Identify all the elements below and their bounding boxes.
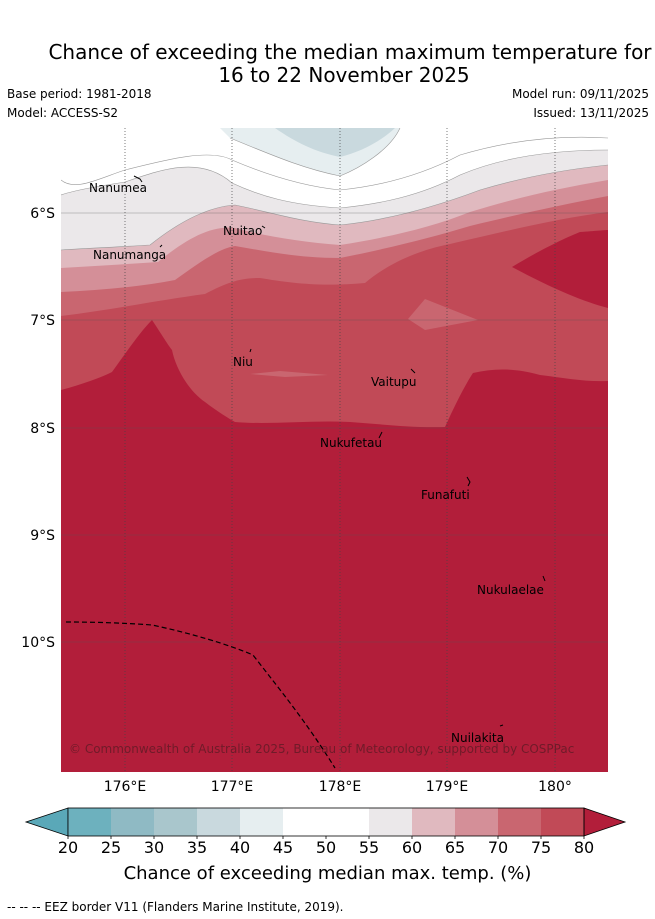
band-80-plus-northeast [512,230,608,308]
colorbar-tick-label: 25 [101,838,121,857]
colorbar-swatch [455,808,498,836]
lat-tick: 6°S [30,206,55,222]
eez-border [65,621,336,769]
colorbar-tick-label: 80 [574,838,594,857]
colorbar-swatch [240,808,283,836]
colorbar-extend-high [583,807,627,837]
longitude-ticks: 176°E 177°E 178°E 179°E 180° [104,779,572,795]
map-title-line1: Chance of exceeding the median maximum t… [48,40,652,64]
band-80-plus [61,320,608,772]
colorbar-swatch [326,808,369,836]
colorbar-extend-low [24,807,69,837]
eez-footnote: -- -- -- EEZ border V11 (Flanders Marine… [7,900,344,914]
patch-70-75-niu [250,371,328,377]
place-label-niu: Niu [233,355,253,369]
colorbar-swatch [369,808,412,836]
place-label-nuilakita: Nuilakita [451,731,504,745]
lat-tick: 7°S [30,313,55,329]
place-label-nanumea: Nanumea [89,181,147,195]
lon-tick: 179°E [426,779,469,795]
issued-date: Issued: 13/11/2025 [533,106,649,120]
colorbar-swatch [68,808,111,836]
colorbar-swatch [541,808,584,836]
colorbar-tick-label: 20 [58,838,78,857]
place-label-vaitupu: Vaitupu [371,375,417,389]
colorbar-tick-label: 45 [273,838,293,857]
lon-tick: 180° [538,779,572,795]
patch-70-75-east [408,299,478,330]
colorbar-title: Chance of exceeding median max. temp. (%… [123,863,532,884]
colorbar-tick-label: 50 [316,838,336,857]
colorbar-tick-label: 55 [359,838,379,857]
lat-tick: 9°S [30,528,55,544]
colorbar-tick-label: 30 [144,838,164,857]
colorbar-tick-label: 75 [531,838,551,857]
island-markers [133,175,546,727]
lon-tick: 178°E [319,779,362,795]
lon-tick: 177°E [211,779,254,795]
colorbar-swatch [197,808,240,836]
colorbar-tick-label: 65 [445,838,465,857]
model-run: Model run: 09/11/2025 [511,87,649,101]
colorbar-swatch [154,808,197,836]
model-name: Model: ACCESS-S2 [7,106,119,120]
base-period: Base period: 1981-2018 [7,87,152,101]
colorbar-swatch [412,808,455,836]
graticule [124,128,556,772]
latitude-lines [61,212,608,643]
place-label-funafuti: Funafuti [421,488,470,502]
colorbar: 20 25 30 35 40 45 50 55 60 65 70 75 80 [24,807,627,857]
colorbar-tick-label: 70 [488,838,508,857]
colorbar-tick-label: 60 [402,838,422,857]
place-label-nukulaelae: Nukulaelae [477,583,544,597]
band-30-35 [275,128,395,157]
lon-tick: 176°E [104,779,147,795]
colorbar-swatch [283,808,326,836]
place-label-nanumanga: Nanumanga [93,248,166,262]
lat-tick: 10°S [21,635,55,651]
latitude-ticks: 6°S 7°S 8°S 9°S 10°S [21,206,55,651]
place-label-nukufetau: Nukufetau [320,436,382,450]
colorbar-swatch [111,808,154,836]
place-label-nuitao: Nuitao [223,224,262,238]
colorbar-swatch [498,808,541,836]
map-title-line2: 16 to 22 November 2025 [218,63,470,87]
copyright-notice: © Commonwealth of Australia 2025, Bureau… [69,742,575,756]
probability-field: Nanumea Nanumanga Nuitao Niu Vaitupu Nuk… [61,128,608,772]
colorbar-tick-label: 35 [187,838,207,857]
colorbar-tick-label: 40 [230,838,250,857]
lat-tick: 8°S [30,421,55,437]
